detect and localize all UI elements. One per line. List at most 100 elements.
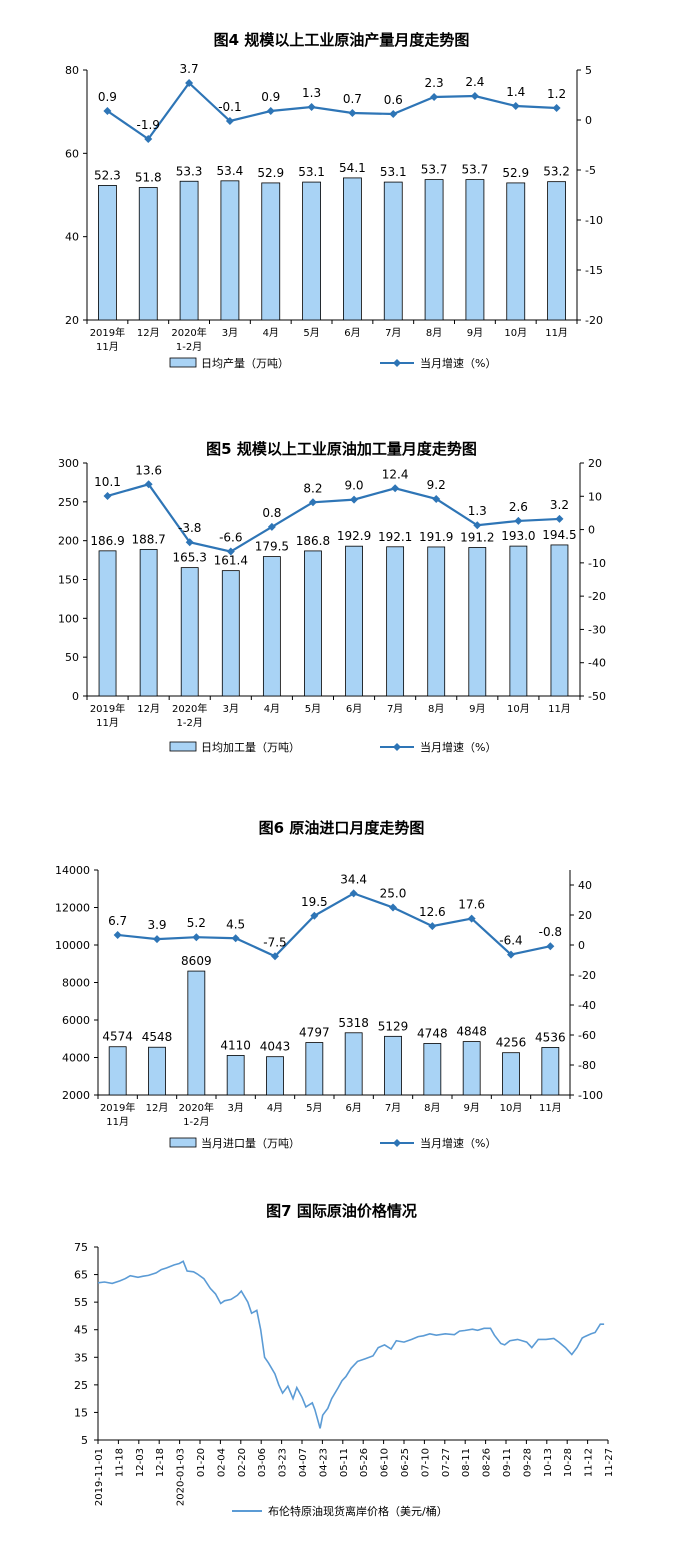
x-tick-label: 08-11 (461, 1448, 472, 1477)
growth-value-label: 3.2 (550, 498, 569, 512)
x-tick-label: 03-06 (257, 1448, 268, 1477)
x-tick-label: 3月 (222, 327, 238, 339)
y-tick-label-left: 4000 (62, 1052, 90, 1065)
x-tick-label: 11月 (545, 327, 568, 339)
x-tick-label: 11月 (96, 717, 119, 729)
bar-value-label: 53.3 (176, 164, 203, 178)
chart-panel-refining: 图5 规模以上工业原油加工量月度走势图 0 50 100 150 200 250 300 -5… (0, 390, 683, 780)
growth-value-label: 19.5 (301, 895, 328, 909)
bar-value-label: 52.9 (502, 166, 529, 180)
y-tick-label-right: -20 (588, 590, 606, 603)
bar-value-label: 186.9 (90, 534, 124, 548)
x-tick-label: 7月 (385, 327, 401, 339)
x-tick-label: 7月 (387, 703, 403, 715)
bar-value-label: 8609 (181, 954, 212, 968)
growth-marker (389, 903, 397, 912)
x-tick-label: 11-27 (604, 1448, 615, 1477)
growth-value-label: -1.9 (137, 118, 160, 132)
bar-value-label: 52.3 (94, 168, 121, 182)
bar-value-label: 4043 (260, 1040, 291, 1054)
growth-value-label: -7.5 (263, 935, 286, 949)
y-tick-label-left: 0 (72, 690, 79, 703)
growth-value-label: 3.7 (180, 62, 199, 76)
growth-marker (231, 934, 240, 943)
y-tick-label: 55 (74, 1296, 88, 1309)
bar (509, 545, 528, 697)
x-tick-label: 02-20 (237, 1448, 248, 1477)
y-tick-label-left: 14000 (55, 864, 90, 877)
bar-value-label: 51.8 (135, 171, 162, 185)
growth-line (117, 892, 551, 958)
growth-marker (267, 522, 276, 531)
y-tick-label-left: 100 (58, 612, 79, 625)
growth-marker (546, 942, 555, 951)
y-tick-label-left: 60 (65, 147, 79, 160)
bar (386, 546, 405, 697)
bar-value-label: 52.9 (257, 166, 284, 180)
legend-bar-label: 日均加工量（万吨） (201, 741, 300, 754)
growth-value-label: 9.0 (344, 479, 363, 493)
x-tick-label: 2019年 (90, 326, 125, 339)
x-tick-label: 08-26 (482, 1448, 493, 1477)
legend-bar-swatch (169, 1137, 197, 1148)
growth-value-label: 1.2 (547, 87, 566, 101)
x-tick-label: 12月 (137, 703, 160, 715)
bar-value-label: 53.7 (462, 163, 489, 177)
x-tick-label: 10-28 (563, 1448, 574, 1477)
x-tick-label: 09-11 (502, 1448, 513, 1477)
brent-price-line (97, 1260, 605, 1429)
growth-value-label: 0.8 (262, 506, 281, 520)
bar-value-label: 53.7 (421, 163, 448, 177)
bar (305, 1042, 324, 1096)
x-tick-label: 6月 (345, 1102, 361, 1114)
bar (261, 182, 281, 321)
growth-value-label: 0.6 (384, 93, 403, 107)
growth-marker (555, 514, 564, 523)
growth-value-label: 0.9 (261, 90, 280, 104)
y-tick-label-right: 20 (578, 909, 592, 922)
bar (139, 549, 158, 697)
bar-value-label: 4110 (220, 1038, 251, 1052)
bar (138, 187, 158, 321)
y-tick-label-right: -80 (578, 1059, 596, 1072)
x-tick-label: 04-23 (318, 1448, 329, 1477)
x-tick-label: 03-23 (278, 1448, 289, 1477)
x-tick-label: 11月 (106, 1116, 129, 1128)
x-tick-label: 11月 (539, 1102, 562, 1114)
y-tick-label-right: 0 (588, 524, 595, 537)
y-tick-label: 65 (74, 1269, 88, 1282)
growth-marker (349, 889, 358, 898)
y-tick-label-right: -10 (588, 557, 606, 570)
chart-title: 图7 国际原油价格情况 (266, 1202, 417, 1220)
bar-value-label: 4256 (496, 1036, 527, 1050)
y-tick-label-right: 10 (588, 490, 602, 503)
legend-line-marker (393, 743, 401, 751)
x-tick-label: 3月 (227, 1102, 243, 1114)
y-tick-label-right: -40 (578, 999, 596, 1012)
legend-bar-swatch (169, 357, 197, 368)
x-tick-label: 8月 (424, 1102, 440, 1114)
bar-value-label: 53.2 (543, 165, 570, 179)
y-tick-label: 25 (74, 1379, 88, 1392)
x-tick-label: 11-12 (584, 1448, 595, 1477)
growth-value-label: 1.4 (506, 85, 525, 99)
x-tick-label: 4月 (263, 327, 279, 339)
x-tick-label: 12-03 (135, 1448, 146, 1477)
x-tick-label: 9月 (463, 1102, 479, 1114)
growth-value-label: -0.1 (218, 100, 241, 114)
bar-value-label: 193.0 (501, 529, 535, 543)
y-tick-label-right: -60 (578, 1029, 596, 1042)
chart-panel-brent-price: 图7 国际原油价格情况 5 15 25 35 45 55 65 75 2019-11-01 11-… (0, 1180, 683, 1542)
x-tick-label: 01-20 (196, 1448, 207, 1477)
bar-value-label: 192.9 (337, 529, 371, 543)
x-tick-label: 09-28 (522, 1448, 533, 1477)
growth-marker (470, 92, 479, 100)
bar (462, 1041, 481, 1096)
growth-marker (473, 521, 482, 530)
bar (344, 1032, 363, 1096)
y-tick-label-right: -20 (585, 314, 603, 327)
growth-value-label: 10.1 (94, 475, 121, 489)
legend-line-label: 当月增速（%） (420, 356, 496, 370)
growth-value-label: 0.9 (98, 90, 117, 104)
chart-title: 图4 规模以上工业原油产量月度走势图 (213, 31, 470, 49)
